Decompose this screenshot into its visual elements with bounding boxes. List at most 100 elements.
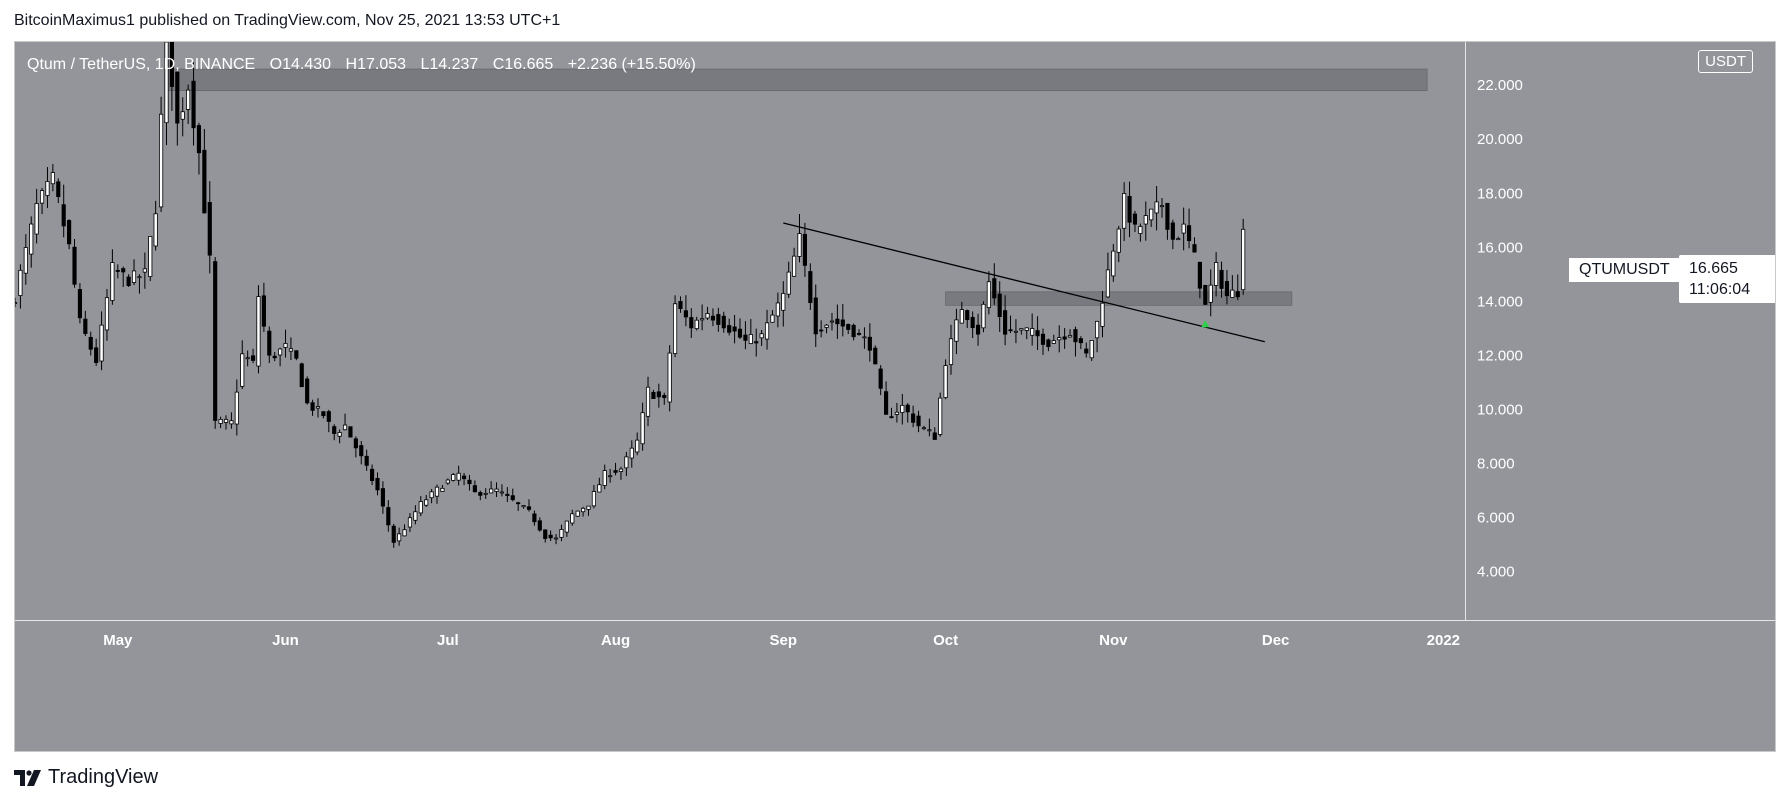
bull-candle	[1181, 223, 1186, 234]
bull-candle	[1095, 320, 1100, 339]
bull-candle	[180, 111, 185, 120]
bear-candle	[115, 270, 120, 272]
bear-candle	[997, 293, 1002, 318]
bear-candle	[1219, 269, 1224, 289]
bull-candle	[1138, 226, 1143, 234]
bull-candle	[1089, 340, 1094, 359]
bull-candle	[159, 113, 164, 208]
bull-candle	[608, 475, 613, 478]
brand-name: TradingView	[48, 766, 159, 788]
bull-candle	[781, 293, 786, 311]
bear-candle	[1165, 202, 1170, 230]
bull-candle	[1024, 327, 1029, 331]
bull-candle	[705, 313, 710, 319]
bear-candle	[905, 404, 910, 413]
close-value: 16.665	[504, 56, 554, 73]
bear-candle	[305, 378, 310, 404]
low-value: 14.237	[429, 56, 479, 73]
bear-candle	[1073, 329, 1078, 343]
price-axis-tick: 14.000	[1477, 293, 1523, 310]
bull-candle	[45, 181, 50, 196]
bull-candle	[1122, 193, 1127, 229]
open-value: 14.430	[282, 56, 332, 73]
bull-candle	[110, 262, 115, 301]
bear-candle	[1235, 291, 1240, 298]
bull-candle	[748, 334, 753, 344]
bear-candle	[294, 350, 299, 359]
bear-candle	[965, 310, 970, 321]
bear-candle	[121, 268, 126, 273]
bull-candle	[278, 348, 283, 356]
bull-candle	[521, 505, 526, 508]
bull-candle	[640, 412, 645, 445]
publisher-header: BitcoinMaximus1 published on TradingView…	[14, 12, 561, 29]
bear-candle	[391, 525, 396, 543]
bear-candle	[737, 328, 743, 338]
bear-candle	[169, 42, 174, 87]
bull-candle	[137, 276, 142, 279]
last-price-value: 16.665	[1689, 260, 1738, 277]
bull-candle	[770, 314, 775, 323]
bull-candle	[954, 319, 959, 342]
bull-candle	[764, 322, 770, 340]
bear-candle	[727, 325, 732, 333]
bear-candle	[505, 493, 510, 496]
bull-candle	[288, 348, 294, 352]
bear-candle	[126, 276, 131, 286]
bull-candle	[1143, 215, 1148, 225]
bear-candle	[1132, 213, 1138, 225]
bull-candle	[1159, 205, 1165, 208]
bull-candle	[402, 529, 407, 537]
bear-candle	[846, 324, 851, 330]
bull-candle	[424, 499, 429, 506]
bull-candle	[959, 309, 964, 324]
bull-candle	[223, 418, 229, 423]
symbol-title[interactable]: Qtum / TetherUS, 1D, BINANCE	[27, 56, 256, 73]
bear-candle	[386, 507, 391, 526]
bull-candle	[483, 492, 488, 495]
bear-candle	[916, 415, 921, 427]
bear-candle	[716, 314, 721, 325]
bull-candle	[337, 432, 342, 437]
price-axis-tick: 22.000	[1477, 77, 1523, 94]
bear-candle	[191, 80, 196, 129]
bull-candle	[1019, 328, 1024, 331]
bear-candle	[175, 71, 180, 124]
bear-candle	[1084, 348, 1089, 354]
bull-candle	[581, 507, 586, 513]
price-axis-tick: 10.000	[1477, 401, 1523, 418]
bull-candle	[618, 468, 624, 472]
change-value: +2.236 (+15.50%)	[567, 56, 696, 73]
price-axis-tick: 12.000	[1477, 347, 1523, 364]
bull-candle	[862, 336, 867, 339]
bull-candle	[15, 302, 18, 304]
bear-candle	[88, 336, 93, 350]
bull-candle	[413, 511, 418, 521]
brand-footer[interactable]: TradingView	[14, 766, 158, 789]
candlestick-chart[interactable]: 4.000 6.000 8.000 10.000 12.000 14.000 16.000 1…	[15, 42, 1775, 751]
bear-candle	[992, 278, 997, 299]
bear-candle	[516, 502, 521, 505]
bull-candle	[602, 470, 607, 486]
bear-candle	[467, 479, 472, 485]
currency-button[interactable]: USDT	[1698, 50, 1753, 73]
bull-candle	[23, 247, 28, 274]
bull-candle	[645, 386, 651, 417]
bear-candle	[802, 233, 808, 266]
bull-candle	[1241, 228, 1246, 291]
bull-candle	[240, 353, 245, 387]
bull-candle	[1208, 284, 1213, 303]
bull-candle	[1116, 228, 1121, 253]
bull-candle	[494, 488, 499, 492]
bull-candle	[694, 319, 699, 329]
bear-candle	[526, 506, 532, 510]
bear-candle	[1003, 310, 1008, 335]
bull-candle	[1214, 262, 1219, 286]
chart-frame[interactable]: 4.000 6.000 8.000 10.000 12.000 14.000 16.000 1…	[14, 41, 1776, 752]
bull-candle	[1105, 269, 1110, 298]
bull-candle	[429, 491, 434, 499]
bear-candle	[1224, 281, 1230, 297]
bear-candle	[656, 391, 661, 398]
bull-candle	[256, 296, 261, 367]
bear-candle	[840, 319, 845, 327]
